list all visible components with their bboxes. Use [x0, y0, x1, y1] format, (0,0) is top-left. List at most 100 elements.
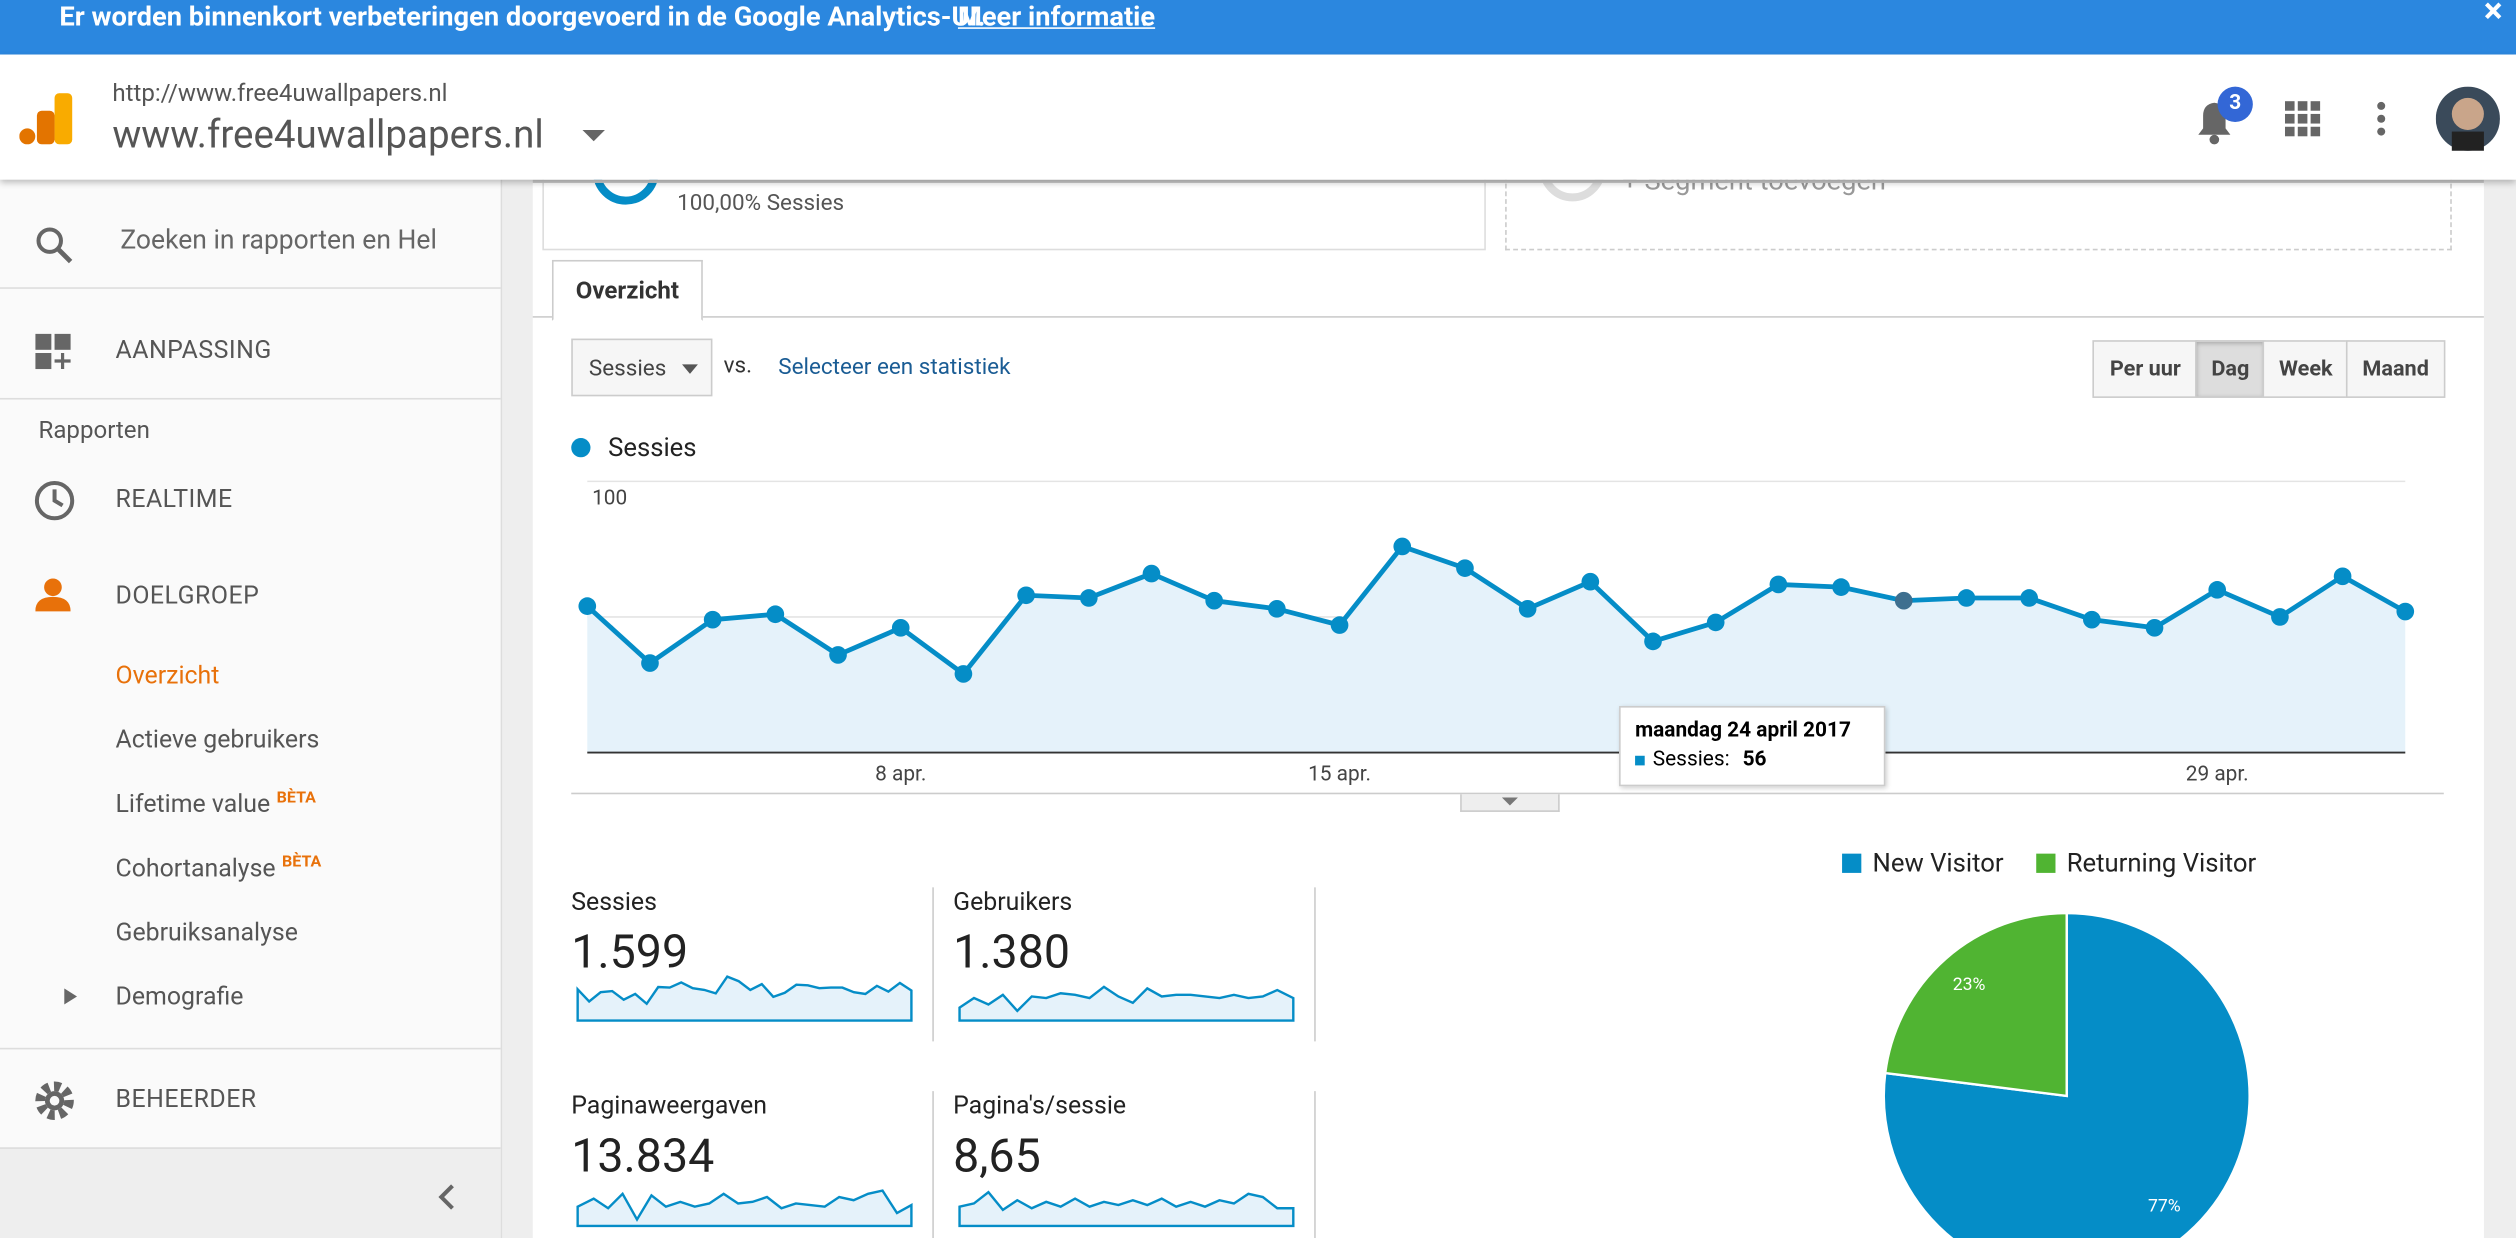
select-arrow [681, 364, 698, 374]
sparkline-sessions [576, 975, 913, 1022]
vs-label: vs. [723, 353, 753, 379]
sparkline-pages-per-session [958, 1190, 1295, 1228]
data-point [2396, 602, 2415, 621]
data-point [1957, 589, 1976, 607]
tooltip: maandag 24 april 2017 Sessies: 56 [1619, 706, 1886, 787]
nav-active-users[interactable]: Actieve gebruikers [115, 725, 320, 755]
divider [0, 1047, 501, 1050]
property-dropdown[interactable] [581, 128, 607, 144]
nav-overview[interactable]: Overzicht [115, 661, 220, 690]
collapse-bar [0, 1147, 501, 1238]
banner-dot: . [1140, 1, 1149, 34]
divider [0, 287, 501, 289]
beta-tag: BÈTA [282, 853, 322, 872]
segment-share: 100,00% Sessies [677, 190, 845, 217]
data-point [1205, 591, 1224, 610]
toggle-arrow [1501, 797, 1518, 806]
banner-close[interactable]: × [2483, 0, 2503, 33]
data-point [1330, 616, 1349, 634]
x-tick-label: 8 apr. [875, 763, 926, 787]
banner-text: Er worden binnenkort verbeteringen doorg… [59, 1, 986, 34]
user-avatar[interactable] [2435, 86, 2500, 151]
nav-lifetime-value[interactable]: Lifetime value BÈTA [116, 789, 316, 818]
nav-demographics[interactable]: Demografie [115, 982, 244, 1011]
pie-label: 23% [1953, 975, 1986, 995]
segment-ring [592, 171, 659, 205]
pie-label: 77% [2148, 1196, 2181, 1216]
legend-label: New Visitor [1873, 849, 2004, 879]
tab-overview[interactable]: Overzicht [551, 259, 703, 321]
data-point [2333, 567, 2352, 586]
metric-value: 13.834 [571, 1129, 715, 1185]
period-button[interactable]: Dag [2195, 340, 2266, 398]
data-point [2271, 608, 2289, 626]
period-button[interactable]: Week [2262, 340, 2350, 398]
data-point [891, 618, 910, 637]
legend-swatch [1842, 853, 1862, 873]
nav-usage[interactable]: Gebruiksanalyse [115, 917, 298, 947]
tooltip-title: maandag 24 april 2017 [1635, 718, 1851, 743]
apps-icon[interactable] [2284, 101, 2321, 137]
x-tick-label: 15 apr. [1308, 763, 1371, 787]
search-field[interactable]: Zoeken in rapporten en Help [120, 226, 439, 257]
data-point [2020, 589, 2038, 607]
search-icon [36, 227, 73, 264]
data-point [1079, 589, 1098, 607]
series-line [585, 543, 2407, 678]
data-point [1456, 559, 1474, 577]
realtime-icon [34, 480, 75, 521]
metric-value: 1.380 [953, 925, 1071, 981]
metric-label: Sessies [588, 356, 667, 382]
metric-divider [1314, 1091, 1316, 1238]
nav-admin[interactable]: BEHEERDER [115, 1084, 257, 1114]
metric-select[interactable]: Sessies [571, 338, 713, 397]
nav-cohort[interactable]: Cohortanalyse BÈTA [116, 854, 322, 883]
header-shadow [532, 179, 2484, 183]
sparkline-pageviews [576, 1189, 913, 1228]
banner-link[interactable]: Meer informatie [957, 1, 1156, 34]
pie-slice [1882, 911, 2251, 1238]
property-name[interactable]: www.free4uwallpapers.nl [112, 112, 544, 158]
metric-value: 8,65 [953, 1129, 1041, 1185]
data-point [1644, 632, 1662, 651]
divider [0, 397, 501, 400]
metric-divider [932, 887, 934, 1042]
notification-badge: 3 [2217, 86, 2253, 122]
metric-divider [1314, 887, 1316, 1042]
chart-toggle[interactable] [1460, 794, 1560, 812]
tab-line [532, 316, 2484, 318]
metric-label: Sessies [571, 887, 657, 917]
notice-banner: Er worden binnenkort verbeteringen doorg… [0, 0, 2516, 55]
data-point [703, 610, 722, 629]
collapse-button[interactable] [436, 1184, 455, 1210]
x-tick-label: 29 apr. [2186, 763, 2249, 787]
tooltip-label: Sessies: [1652, 747, 1730, 772]
account-url: http://www.free4uwallpapers.nl [112, 78, 448, 108]
nav-audience[interactable]: DOELGROEP [115, 580, 260, 610]
nav-realtime[interactable]: REALTIME [115, 484, 233, 514]
metric-label: Pagina's/sessie [953, 1091, 1127, 1121]
data-point [1769, 575, 1788, 594]
select-metric-link[interactable]: Selecteer een statistiek [778, 354, 1011, 381]
data-point [578, 597, 597, 615]
data-point [2145, 618, 2164, 637]
more-menu[interactable] [2375, 99, 2388, 138]
data-point [829, 646, 847, 664]
legend-dot [571, 438, 591, 458]
period-button[interactable]: Maand [2345, 340, 2446, 398]
header: http://www.free4uwallpapers.nl www.free4… [0, 54, 2516, 180]
tooltip-value: 56 [1742, 747, 1767, 772]
data-point [1393, 537, 1412, 556]
data-point [1268, 600, 1286, 618]
reports-heading: Rapporten [38, 415, 150, 445]
data-point [1017, 586, 1035, 605]
nav-customization[interactable]: AANPASSING [115, 335, 272, 365]
legend-label: Returning Visitor [2067, 849, 2257, 879]
chart-divider [571, 792, 2444, 795]
data-point [766, 605, 785, 624]
customization-icon [35, 333, 71, 370]
analytics-logo [19, 93, 73, 145]
period-button[interactable]: Per uur [2092, 340, 2199, 398]
